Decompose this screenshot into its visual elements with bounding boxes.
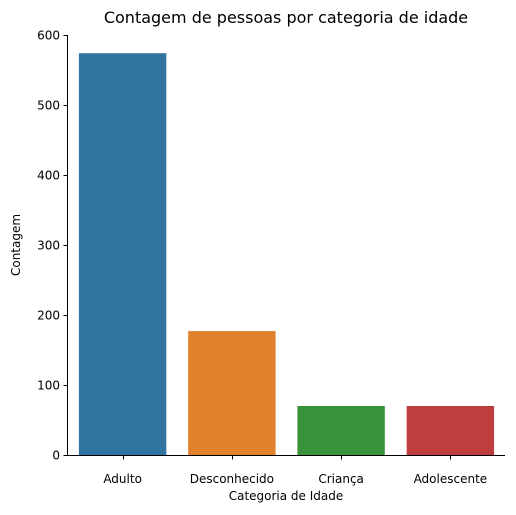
y-tick-label: 300 [37,239,60,253]
bar-adolescente [406,406,495,455]
y-axis-label: Contagem [9,214,23,276]
bars-group [78,53,495,455]
x-tick-label: Criança [318,472,364,486]
bar-adulto [78,53,167,455]
y-axis-ticks: 0 100 200 300 400 500 600 [37,29,68,463]
y-tick-label: 200 [37,309,60,323]
x-tick-label: Adolescente [414,472,488,486]
bar-desconhecido [188,331,276,455]
x-tick-label: Adulto [103,472,142,486]
y-tick-label: 600 [37,29,60,43]
y-tick-label: 400 [37,169,60,183]
y-tick-label: 100 [37,379,60,393]
x-axis-label: Categoria de Idade [229,489,344,503]
x-axis-ticks: Adulto Desconhecido Criança Adolescente [103,455,488,486]
x-tick-label: Desconhecido [190,472,274,486]
y-tick-label: 500 [37,99,60,113]
bar-crian-a [297,406,385,455]
y-tick-label: 0 [52,449,60,463]
chart-title: Contagem de pessoas por categoria de ida… [104,8,468,27]
